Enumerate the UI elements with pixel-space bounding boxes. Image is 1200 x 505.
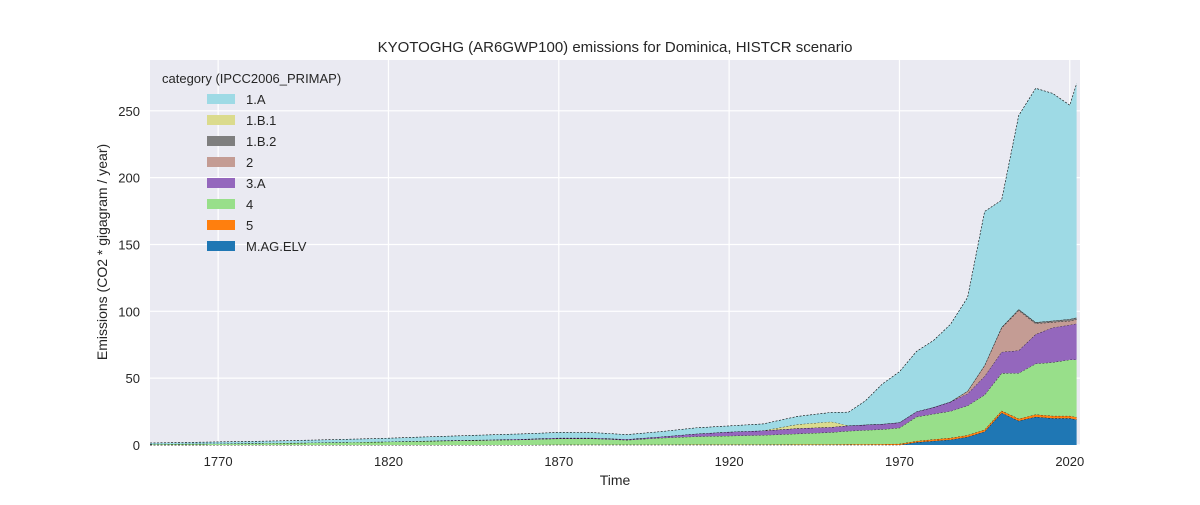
x-tick-label: 2020 [1055, 454, 1084, 469]
x-tick-label: 1870 [544, 454, 573, 469]
x-tick-label: 1920 [715, 454, 744, 469]
y-tick-label: 150 [118, 237, 140, 252]
area-m-ag-elv [150, 412, 1077, 445]
legend-label: 1.A [246, 92, 266, 107]
legend-title: category (IPCC2006_PRIMAP) [162, 71, 341, 86]
legend-label: 1.B.2 [246, 134, 276, 149]
legend-swatch [207, 220, 235, 230]
legend-swatch [207, 136, 235, 146]
y-tick-label: 100 [118, 304, 140, 319]
legend: category (IPCC2006_PRIMAP) 1.A 1.B.1 1.B.2… [162, 71, 341, 254]
legend-label: 2 [246, 155, 253, 170]
legend-swatch [207, 178, 235, 188]
chart-title: KYOTOGHG (AR6GWP100) emissions for Domin… [378, 39, 853, 56]
x-axis-label: Time [600, 472, 631, 488]
x-tick-label: 1770 [204, 454, 233, 469]
legend-swatch [207, 94, 235, 104]
x-tick-label: 1820 [374, 454, 403, 469]
legend-label: 5 [246, 218, 253, 233]
legend-label: M.AG.ELV [246, 239, 307, 254]
y-tick-label: 200 [118, 171, 140, 186]
legend-swatch [207, 157, 235, 167]
legend-swatch [207, 241, 235, 251]
legend-label: 3.A [246, 176, 266, 191]
y-tick-label: 250 [118, 104, 140, 119]
area-edge-1-b-1 [149, 308, 1077, 445]
legend-label: 1.B.1 [246, 113, 276, 128]
legend-swatch [207, 199, 235, 209]
y-tick-label: 50 [126, 371, 140, 386]
y-axis-label: Emissions (CO2 * gigagram / year) [94, 144, 110, 360]
x-tick-label: 1970 [885, 454, 914, 469]
legend-swatch [207, 115, 235, 125]
area-edge-1-a [149, 83, 1077, 444]
tick-labels: 1770 1820 1870 1920 1970 2020 0 50 100 150 200 250 [118, 104, 1084, 469]
area-series [149, 83, 1077, 446]
y-tick-label: 0 [133, 438, 140, 453]
legend-label: 4 [246, 197, 253, 212]
